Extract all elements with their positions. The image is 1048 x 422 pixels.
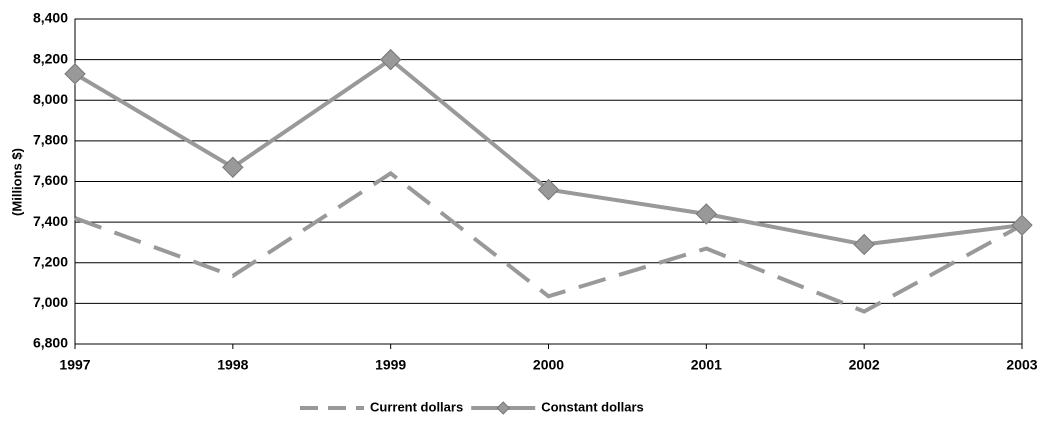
y-tick-label: 7,600 [33, 172, 68, 188]
y-tick-label: 8,400 [33, 10, 68, 26]
y-tick-label: 7,000 [33, 294, 68, 310]
y-tick-label: 8,200 [33, 50, 68, 66]
y-axis-label: (Millions $) [9, 148, 24, 216]
legend-marker [496, 401, 510, 415]
x-tick-label: 1998 [217, 357, 248, 373]
x-tick-label: 1997 [59, 357, 90, 373]
point-marker [853, 233, 875, 256]
y-tick-label: 8,000 [33, 91, 68, 107]
legend-label: Constant dollars [541, 399, 644, 414]
y-tick-label: 6,800 [33, 335, 68, 351]
x-tick-label: 2001 [691, 357, 722, 373]
x-tick-label: 2002 [849, 357, 880, 373]
point-marker [1011, 214, 1033, 236]
point-marker [222, 156, 244, 178]
legend-label: Current dollars [370, 399, 463, 414]
x-tick-label: 2003 [1006, 357, 1037, 373]
series-line [74, 170, 1023, 314]
y-tick-label: 7,200 [33, 253, 68, 269]
point-marker [695, 203, 718, 225]
point-marker [64, 63, 86, 85]
x-tick-label: 1999 [375, 357, 406, 373]
y-tick-label: 7,400 [33, 213, 68, 229]
point-marker [537, 178, 560, 201]
point-marker [379, 48, 402, 71]
y-tick-label: 7,800 [33, 132, 68, 148]
x-tick-label: 2000 [533, 357, 564, 373]
series-line [73, 57, 1023, 247]
